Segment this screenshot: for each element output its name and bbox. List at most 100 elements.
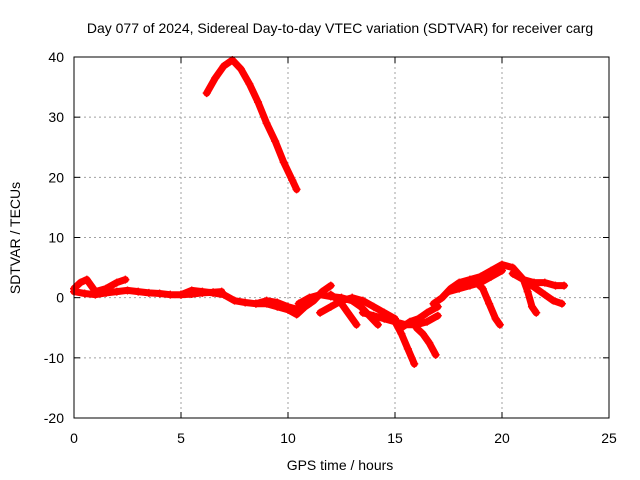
data-point <box>112 287 121 296</box>
x-tick-label: 25 <box>601 430 617 446</box>
data-point <box>423 308 432 317</box>
data-point <box>76 278 85 287</box>
data-point <box>219 290 228 299</box>
data-point <box>369 311 378 320</box>
data-point <box>202 89 211 98</box>
y-tick-label: 30 <box>48 109 64 125</box>
series-arc-j <box>412 323 440 359</box>
data-point <box>414 314 423 323</box>
data-point <box>166 290 175 299</box>
series-arc-p <box>523 278 566 308</box>
data-point <box>245 80 254 89</box>
data-point <box>123 286 132 295</box>
data-point <box>241 298 250 307</box>
series-arc-o <box>508 269 541 317</box>
data-point <box>292 185 301 194</box>
data-point <box>102 288 111 297</box>
data-point <box>82 275 91 284</box>
x-axis-label: GPS time / hours <box>287 457 394 473</box>
data-point <box>356 302 365 311</box>
series-trace <box>412 324 440 359</box>
data-point <box>209 288 218 297</box>
data-point <box>288 176 297 185</box>
data-point <box>198 287 207 296</box>
data-point <box>438 293 447 302</box>
data-point <box>431 350 440 359</box>
data-point <box>487 272 496 281</box>
data-point <box>91 290 100 299</box>
data-point <box>155 289 164 298</box>
y-tick-label: 20 <box>48 169 64 185</box>
data-point <box>273 302 282 311</box>
x-tick-label: 15 <box>387 430 403 446</box>
data-point <box>358 308 367 317</box>
data-point <box>523 287 532 296</box>
chart-title: Day 077 of 2024, Sidereal Day-to-day VTE… <box>87 20 593 36</box>
data-point <box>557 299 566 308</box>
data-point <box>187 286 196 295</box>
data-point <box>412 323 421 332</box>
y-tick-label: -20 <box>44 410 64 426</box>
data-point <box>540 290 549 299</box>
series-trace <box>203 56 301 193</box>
x-tick-label: 10 <box>280 430 296 446</box>
grid-lines <box>74 57 609 418</box>
data-point <box>405 317 414 326</box>
series-trace <box>316 294 399 323</box>
data-point <box>326 281 335 290</box>
axis-ticks: 0 5 10 15 20 25 -20 -10 0 10 20 30 40 <box>44 49 617 446</box>
data-point <box>423 317 432 326</box>
data-point <box>305 293 314 302</box>
data-point <box>236 65 245 74</box>
data-point <box>549 296 558 305</box>
data-point <box>251 299 260 308</box>
x-tick-label: 0 <box>70 430 78 446</box>
data-point <box>523 278 532 287</box>
data-point <box>498 266 506 275</box>
data-point <box>284 305 292 314</box>
data-point <box>80 289 89 298</box>
series-trace <box>327 291 360 329</box>
data-point <box>540 278 549 287</box>
data-point <box>380 314 389 323</box>
data-point <box>279 158 288 167</box>
data-point <box>418 329 427 338</box>
data-point <box>348 293 357 302</box>
data-point <box>455 284 464 293</box>
data-point <box>134 287 143 296</box>
data-point <box>326 290 335 299</box>
data-point <box>532 284 541 293</box>
data-point <box>294 299 303 308</box>
data-point <box>121 275 130 284</box>
data-point <box>403 344 412 353</box>
data-point <box>358 296 367 305</box>
data-point <box>485 299 494 308</box>
data-point <box>144 288 153 297</box>
data-point <box>326 302 335 311</box>
y-tick-label: 40 <box>48 49 64 65</box>
data-point <box>292 310 301 319</box>
data-point <box>219 62 228 71</box>
data-point <box>527 302 536 311</box>
data-point <box>429 299 438 308</box>
data-point <box>211 74 220 83</box>
data-point <box>230 296 239 305</box>
data-point <box>262 299 271 308</box>
data-point <box>551 281 560 290</box>
data-point <box>391 317 399 326</box>
data-point <box>112 278 121 287</box>
data-point <box>465 281 474 290</box>
data-point <box>316 290 325 299</box>
data-point <box>433 311 442 320</box>
series-arc-k <box>397 302 442 332</box>
y-tick-label: 0 <box>56 290 64 306</box>
series-arc-n <box>472 278 504 329</box>
data-point <box>254 98 263 107</box>
data-point <box>397 323 406 332</box>
data-point <box>478 284 487 293</box>
data-point <box>373 320 382 329</box>
data-point <box>532 308 541 317</box>
x-tick-label: 20 <box>494 430 510 446</box>
data-point <box>262 119 271 128</box>
